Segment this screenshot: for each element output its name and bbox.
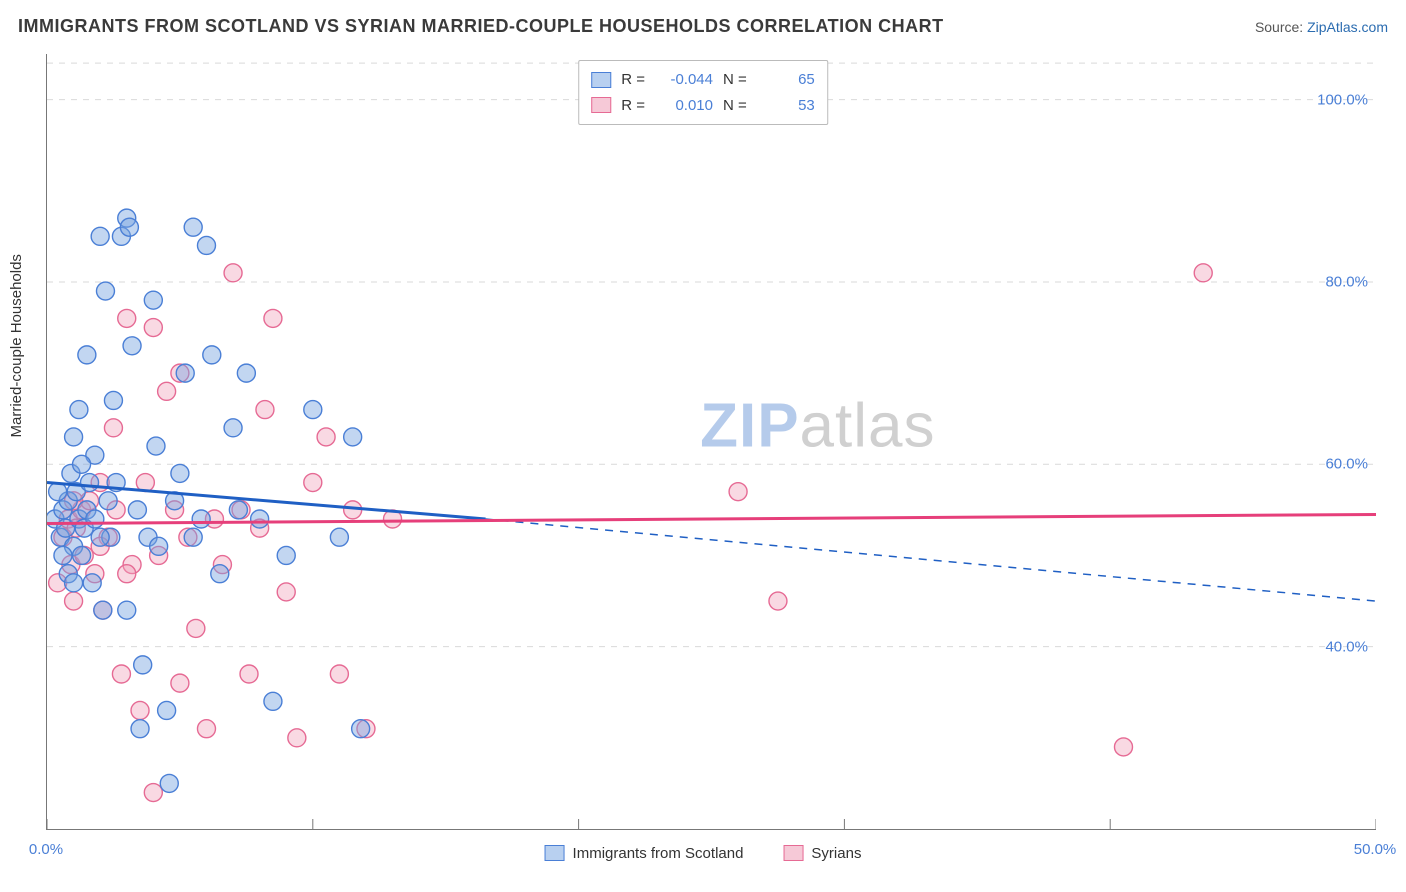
r-label: R = — [621, 93, 645, 119]
legend-label-scotland: Immigrants from Scotland — [573, 845, 744, 862]
r-value-scotland: -0.044 — [659, 67, 713, 93]
source-label: Source: ZipAtlas.com — [1255, 19, 1388, 35]
legend-swatch-syrians — [591, 97, 611, 113]
r-label: R = — [621, 67, 645, 93]
x-tick-label: 50.0% — [1354, 841, 1397, 858]
legend-swatch-syrians — [783, 845, 803, 861]
legend-item-scotland: Immigrants from Scotland — [545, 845, 744, 862]
r-value-syrians: 0.010 — [659, 93, 713, 119]
scatter-plot: ZIPatlas — [46, 54, 1376, 830]
n-value-scotland: 65 — [761, 67, 815, 93]
source-prefix: Source: — [1255, 19, 1307, 35]
n-label: N = — [723, 93, 747, 119]
legend-row-syrians: R = 0.010 N = 53 — [591, 93, 815, 119]
y-tick-label: 100.0% — [1317, 91, 1368, 108]
legend-row-scotland: R = -0.044 N = 65 — [591, 67, 815, 93]
y-tick-label: 60.0% — [1325, 456, 1368, 473]
x-tick-label: 0.0% — [29, 841, 63, 858]
y-tick-label: 80.0% — [1325, 273, 1368, 290]
page-title: IMMIGRANTS FROM SCOTLAND VS SYRIAN MARRI… — [18, 16, 944, 37]
legend-item-syrians: Syrians — [783, 845, 861, 862]
y-tick-label: 40.0% — [1325, 638, 1368, 655]
legend-stats: R = -0.044 N = 65 R = 0.010 N = 53 — [578, 60, 828, 125]
legend-swatch-scotland — [545, 845, 565, 861]
legend-label-syrians: Syrians — [811, 845, 861, 862]
n-value-syrians: 53 — [761, 93, 815, 119]
source-link[interactable]: ZipAtlas.com — [1307, 19, 1388, 35]
legend-swatch-scotland — [591, 72, 611, 88]
legend-series: Immigrants from Scotland Syrians — [545, 845, 862, 862]
y-axis-label: Married-couple Households — [8, 254, 25, 437]
plot-svg — [47, 54, 1376, 829]
n-label: N = — [723, 67, 747, 93]
